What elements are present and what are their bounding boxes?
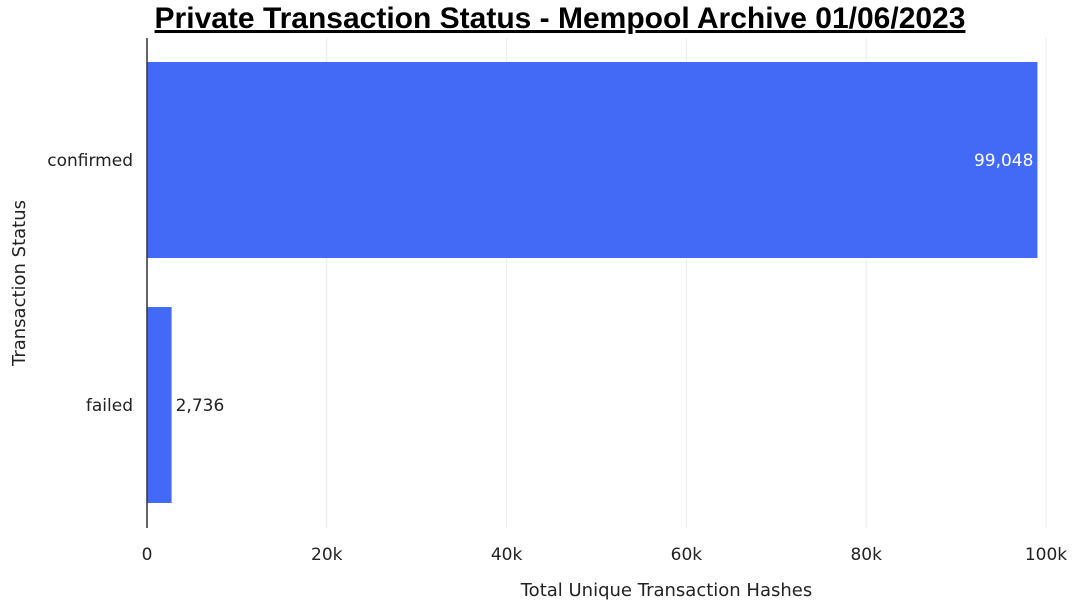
y-axis-title: Transaction Status [9, 200, 30, 367]
x-axis-title: Total Unique Transaction Hashes [520, 580, 812, 601]
y-tick-label: confirmed [47, 151, 133, 171]
bar-failed [147, 307, 172, 503]
y-tick-label: failed [86, 396, 133, 416]
x-tick-label: 0 [142, 545, 153, 565]
x-tick-label: 100k [1025, 545, 1067, 565]
data-label: 2,736 [176, 396, 225, 416]
x-tick-label: 60k [671, 545, 703, 565]
x-tick-label: 40k [491, 545, 523, 565]
data-label: 99,048 [974, 151, 1033, 171]
chart-title: Private Transaction Status - Mempool Arc… [154, 2, 966, 35]
x-tick-label: 20k [311, 545, 343, 565]
x-tick-label: 80k [850, 545, 882, 565]
bar-confirmed [147, 62, 1038, 258]
